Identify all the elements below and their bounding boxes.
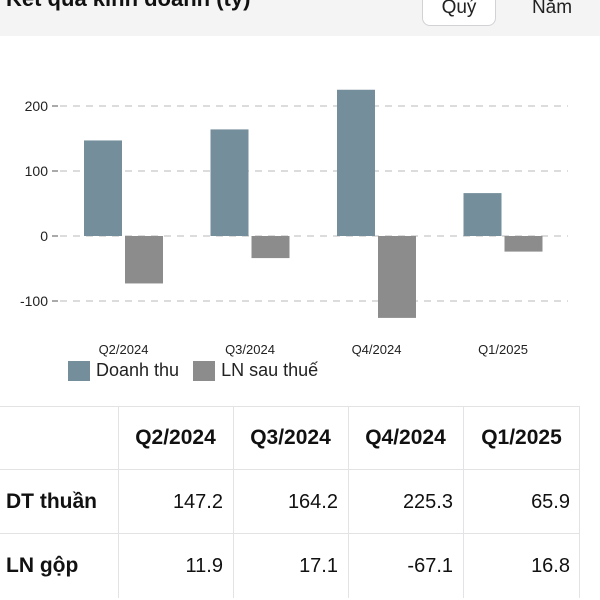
table-cell: 11.9 <box>185 554 223 577</box>
table-header-q3-2024: Q3/2024 <box>250 426 331 449</box>
x-tick-label: Q4/2024 <box>352 342 402 357</box>
legend-item-profit[interactable]: LN sau thuế <box>193 360 318 381</box>
legend-label-revenue: Doanh thu <box>96 360 180 380</box>
bar-profit <box>125 236 163 284</box>
bar-profit <box>378 236 416 318</box>
y-tick-label: 200 <box>25 98 49 114</box>
business-results-chart: 200 100 0 -100 Q2/2024 Q3/2024 Q4/2024 Q1/2025 <box>20 89 568 357</box>
table-cell: 65.9 <box>531 490 570 513</box>
table-row: LN gộp 11.9 17.1 -67.1 16.8 <box>0 534 580 598</box>
table-header-empty <box>0 406 118 470</box>
x-tick-label: Q2/2024 <box>99 342 149 357</box>
y-tick-label: 100 <box>25 163 49 179</box>
legend-swatch-profit <box>193 360 216 381</box>
table-cell: -67.1 <box>407 554 453 577</box>
legend-label-profit: LN sau thuế <box>221 360 319 380</box>
header-bar: Kết quả kinh doanh (tỷ) Quý Năm <box>0 0 600 36</box>
period-year-button[interactable]: Năm <box>531 0 573 18</box>
period-quarter-button[interactable]: Quý <box>422 0 496 26</box>
table-cell: 225.3 <box>402 490 453 513</box>
bar-profit <box>251 236 290 259</box>
y-tick-label: -100 <box>20 293 48 309</box>
results-table: Q2/2024 Q3/2024 Q4/2024 Q1/2025 DT thuần… <box>0 406 580 598</box>
bar-revenue <box>210 129 249 236</box>
x-tick-label: Q3/2024 <box>225 342 275 357</box>
bar-revenue <box>84 140 122 236</box>
bar-profit <box>504 236 543 252</box>
legend-item-revenue[interactable]: Doanh thu <box>68 360 179 381</box>
table-header-row: Q2/2024 Q3/2024 Q4/2024 Q1/2025 <box>0 406 580 470</box>
legend-swatch-revenue <box>68 360 90 381</box>
table-cell: 17.1 <box>299 554 338 577</box>
chart-legend: Doanh thu LN sau thuế <box>68 360 332 381</box>
row-label-net-revenue: DT thuần <box>6 490 97 513</box>
bar-revenue <box>337 89 375 236</box>
row-label-gross-profit: LN gộp <box>6 554 79 577</box>
table-cell: 147.2 <box>172 490 223 513</box>
table-row: DT thuần 147.2 164.2 225.3 65.9 <box>0 470 580 534</box>
table-header-q2-2024: Q2/2024 <box>135 426 216 449</box>
x-tick-label: Q1/2025 <box>478 342 528 357</box>
table-header-q4-2024: Q4/2024 <box>365 426 446 449</box>
table-cell: 164.2 <box>287 490 338 513</box>
y-tick-label: 0 <box>40 228 48 244</box>
bar-revenue <box>463 193 502 236</box>
page-title: Kết quả kinh doanh (tỷ) <box>6 0 250 12</box>
table-cell: 16.8 <box>531 554 570 577</box>
table-header-q1-2025: Q1/2025 <box>481 426 562 449</box>
